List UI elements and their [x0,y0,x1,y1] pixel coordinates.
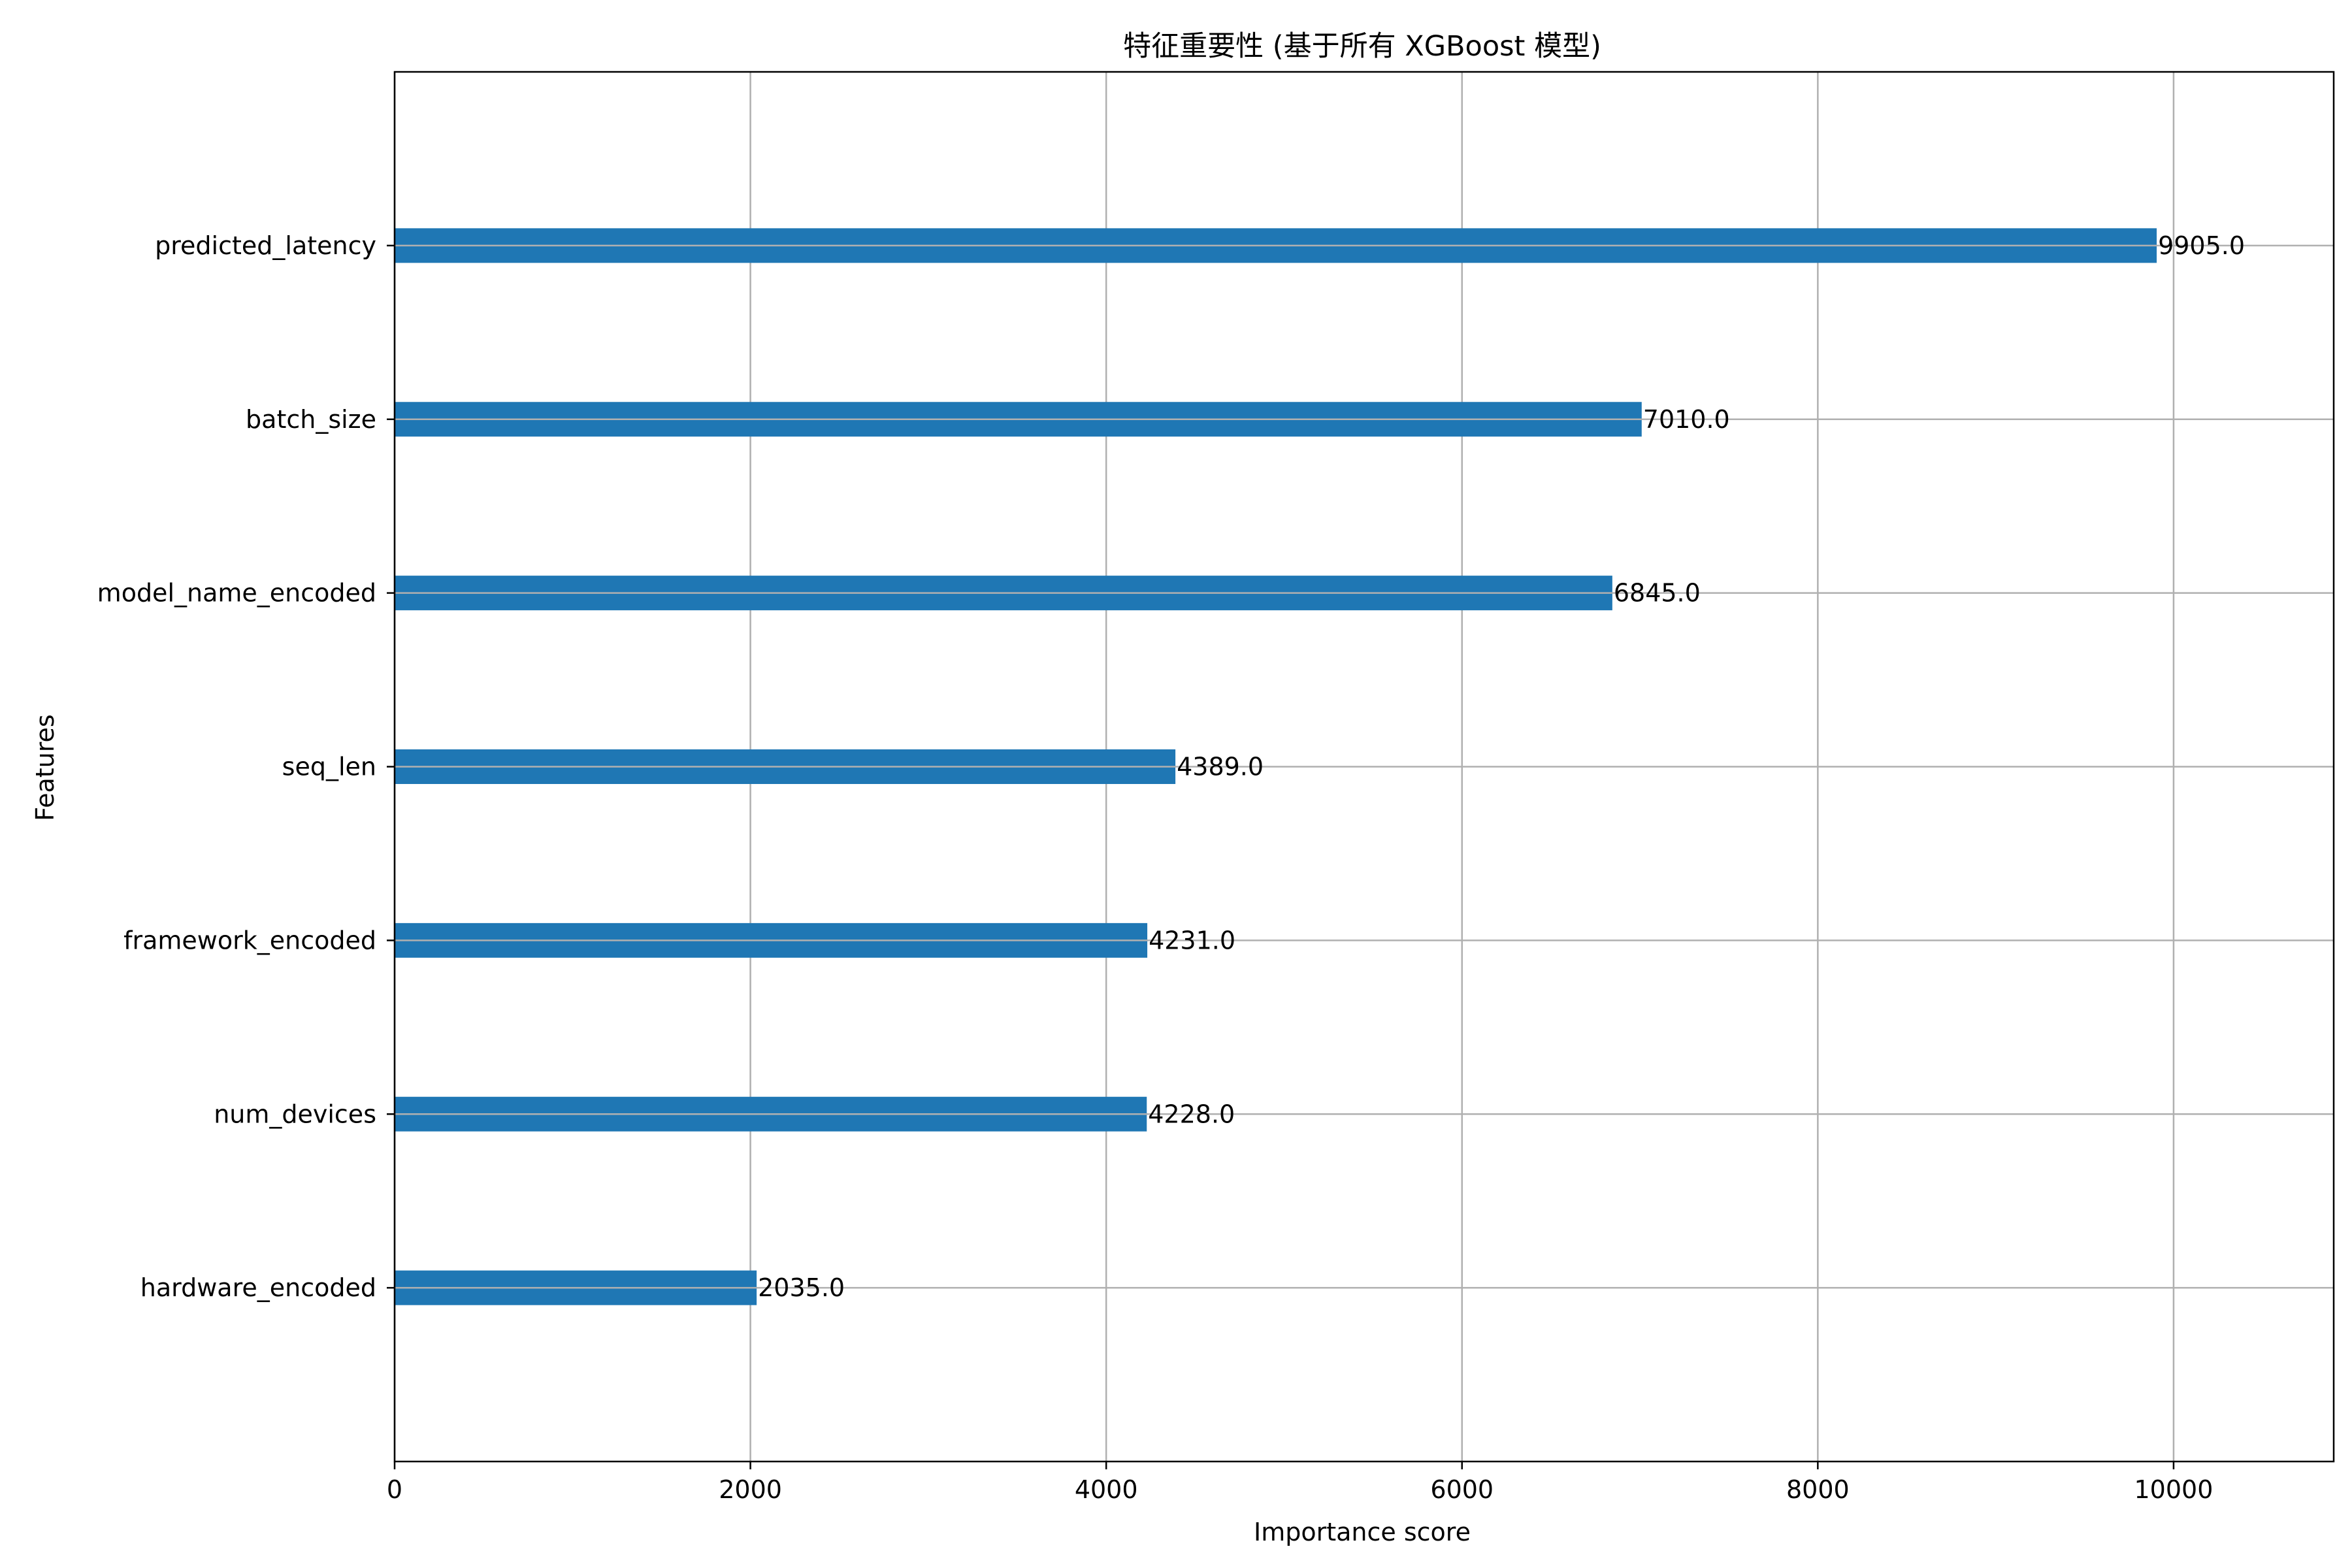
bar-value-label: 4231.0 [1149,926,1235,955]
x-axis-ticks: 0 2000 4000 6000 8000 10000 [387,1462,2213,1504]
x-axis-label: Importance score [1254,1518,1471,1546]
bar-value-label: 6845.0 [1614,579,1701,608]
bars [395,228,2157,1305]
bar-value-label: 7010.0 [1643,405,1730,434]
bar-value-label: 4228.0 [1148,1100,1235,1128]
y-tick-label: framework_encoded [123,926,376,955]
y-tick-label: seq_len [282,753,376,781]
y-axis-ticks: hardware_encoded num_devices framework_enc… [97,231,395,1302]
y-tick-label: predicted_latency [155,231,376,260]
bar-value-label: 4389.0 [1177,753,1264,781]
y-axis-label: Features [31,714,59,821]
y-tick-label: hardware_encoded [140,1273,376,1302]
y-tick-label: batch_size [246,405,376,434]
bar-value-label: 9905.0 [2158,231,2245,260]
x-tick-label: 8000 [1786,1475,1850,1504]
y-tick-label: num_devices [214,1100,376,1128]
y-tick-label: model_name_encoded [97,579,376,608]
x-tick-label: 10000 [2134,1475,2213,1504]
bar-value-labels: 2035.0 4228.0 4231.0 4389.0 6845.0 7010.0 9905… [758,231,2245,1302]
x-tick-label: 0 [387,1475,402,1504]
x-tick-label: 4000 [1075,1475,1138,1504]
x-tick-label: 6000 [1430,1475,1494,1504]
chart-title: 特征重要性 (基于所有 XGBoost 模型) [1123,30,1601,63]
bar-value-label: 2035.0 [758,1273,845,1302]
x-tick-label: 2000 [719,1475,782,1504]
